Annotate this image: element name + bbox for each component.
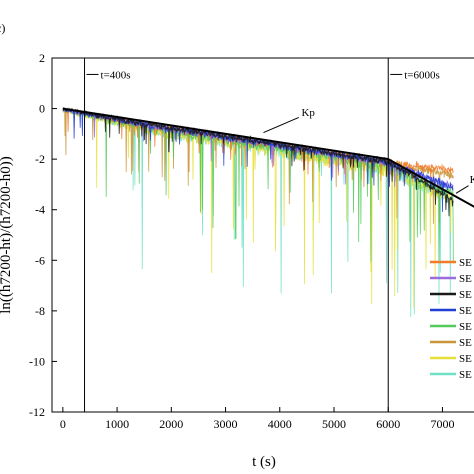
legend-label: SE: [459, 321, 472, 333]
vertical-marker-label: t=400s: [101, 69, 131, 81]
legend-label: SE: [459, 337, 472, 349]
x-tick-label: 5000: [322, 417, 346, 431]
fit-label-leader: [455, 185, 469, 194]
y-tick-label: 2: [39, 51, 45, 65]
x-tick-label: 2000: [159, 417, 183, 431]
plot-frame: [51, 57, 474, 413]
vertical-marker-label: t=6000s: [404, 69, 440, 81]
y-tick-label: -12: [29, 405, 45, 419]
x-tick-label: 6000: [376, 417, 400, 431]
x-tick-label: 4000: [268, 417, 292, 431]
legend-label: SE: [459, 353, 472, 365]
y-tick-label: -8: [35, 304, 45, 318]
ticks-layer: 0 1000 2000 3000 4000 5000 6000 7000 2 0 -2 -4 -6 -8 -…: [29, 51, 454, 431]
x-tick-label: 0: [60, 417, 66, 431]
y-tick-label: -4: [35, 203, 45, 217]
legend-label: SE: [459, 369, 472, 381]
overlay-layer: t=400s t=6000s Kp K: [62, 58, 474, 412]
y-tick-label: -6: [35, 253, 45, 267]
fit-label-leader: [263, 116, 299, 134]
y-tick-label: 0: [39, 102, 45, 116]
y-axis-title: ln((h7200-ht)/(h7200-h0)): [0, 156, 14, 313]
x-axis-title: t (s): [252, 454, 276, 470]
fit-label-kp: Kp: [301, 107, 315, 119]
legend-label: SE: [459, 257, 472, 269]
legend-label: SE: [459, 305, 472, 317]
legend-label: SE: [459, 273, 472, 285]
legend: SE SE SE SE SE SE SE SE: [430, 257, 472, 381]
x-tick-label: 1000: [105, 417, 129, 431]
panel-label: c): [0, 21, 5, 35]
legend-label: SE: [459, 289, 472, 301]
x-tick-label: 7000: [430, 417, 454, 431]
y-tick-label: -2: [35, 152, 45, 166]
fit-line: [387, 158, 474, 208]
y-tick-label: -10: [29, 354, 45, 368]
x-tick-label: 3000: [214, 417, 238, 431]
fit-label-k: K: [470, 174, 474, 186]
fit-line: [62, 107, 389, 161]
